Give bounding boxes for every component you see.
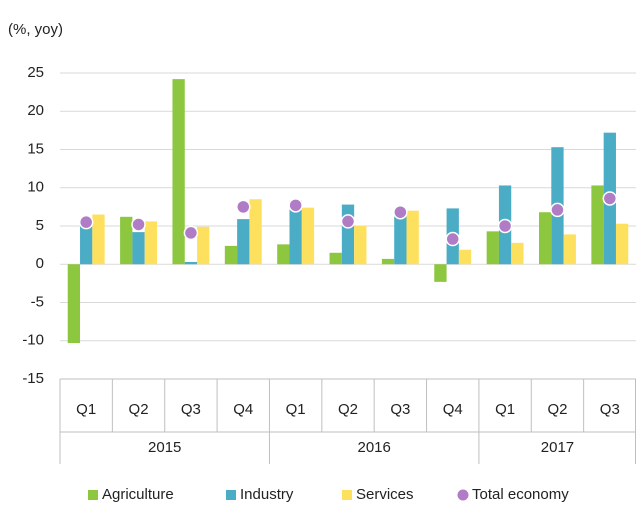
y-tick-label: 25 <box>27 64 44 81</box>
dot <box>78 214 94 230</box>
bar <box>406 210 419 265</box>
y-tick-label: 15 <box>27 140 44 157</box>
bar <box>120 216 133 265</box>
bar <box>354 226 367 265</box>
bar <box>434 264 447 282</box>
bar <box>172 79 185 265</box>
bar <box>184 261 198 265</box>
y-tick-label: 0 <box>36 255 44 272</box>
dot <box>602 191 618 206</box>
x-tick-label: Q2 <box>129 401 149 418</box>
bar <box>67 264 81 344</box>
x-tick-label: Q2 <box>547 401 567 418</box>
legend-swatch <box>226 490 236 500</box>
x-tick-label: Q3 <box>600 401 620 418</box>
y-tick-label: 20 <box>27 102 44 119</box>
bar <box>381 258 395 265</box>
bar <box>80 226 93 265</box>
y-tick-label: 5 <box>36 217 44 234</box>
bar <box>591 185 604 265</box>
group-label: 2016 <box>357 439 390 456</box>
legend-swatch <box>342 490 352 500</box>
legend-swatch <box>88 490 98 500</box>
bar <box>144 221 157 265</box>
y-axis-label: (%, yoy) <box>8 21 63 38</box>
legend-swatch <box>457 489 469 501</box>
legend-label: Agriculture <box>102 486 174 503</box>
dot <box>236 199 251 215</box>
dot <box>550 202 565 218</box>
bar <box>511 242 524 265</box>
x-tick-label: Q4 <box>233 401 253 418</box>
legend-label: Industry <box>240 486 294 503</box>
bar <box>329 252 342 265</box>
x-tick-label: Q1 <box>76 401 96 418</box>
y-tick-label: -10 <box>22 332 44 349</box>
dot <box>393 204 408 220</box>
bar <box>197 226 210 265</box>
bar <box>132 232 145 265</box>
x-tick-label: Q1 <box>286 401 306 418</box>
dot <box>340 214 356 229</box>
bar <box>301 207 315 265</box>
legend-label: Services <box>356 486 414 503</box>
bar <box>486 231 499 265</box>
group-label: 2015 <box>148 439 181 456</box>
bar <box>224 245 238 265</box>
x-tick-label: Q3 <box>390 401 410 418</box>
dot <box>497 218 513 234</box>
bar <box>563 234 576 265</box>
bar <box>277 244 290 265</box>
bar <box>341 204 355 265</box>
bar <box>394 214 407 265</box>
y-tick-label: -5 <box>31 293 44 310</box>
group-label: 2017 <box>541 439 574 456</box>
x-tick-label: Q2 <box>338 401 358 418</box>
y-tick-label: 10 <box>27 179 44 196</box>
bar <box>539 212 552 265</box>
y-tick-label: -15 <box>22 370 44 387</box>
dot <box>131 217 146 232</box>
legend-label: Total economy <box>472 486 569 503</box>
x-tick-label: Q4 <box>443 401 463 418</box>
bar <box>458 249 472 265</box>
bar <box>92 214 105 265</box>
bar <box>237 219 250 265</box>
bar <box>615 223 629 265</box>
bar <box>249 199 262 265</box>
bar <box>289 200 302 265</box>
x-tick-label: Q3 <box>181 401 201 418</box>
dot <box>445 231 460 247</box>
dot <box>183 225 199 241</box>
dot <box>288 198 303 213</box>
x-tick-label: Q1 <box>495 401 515 418</box>
